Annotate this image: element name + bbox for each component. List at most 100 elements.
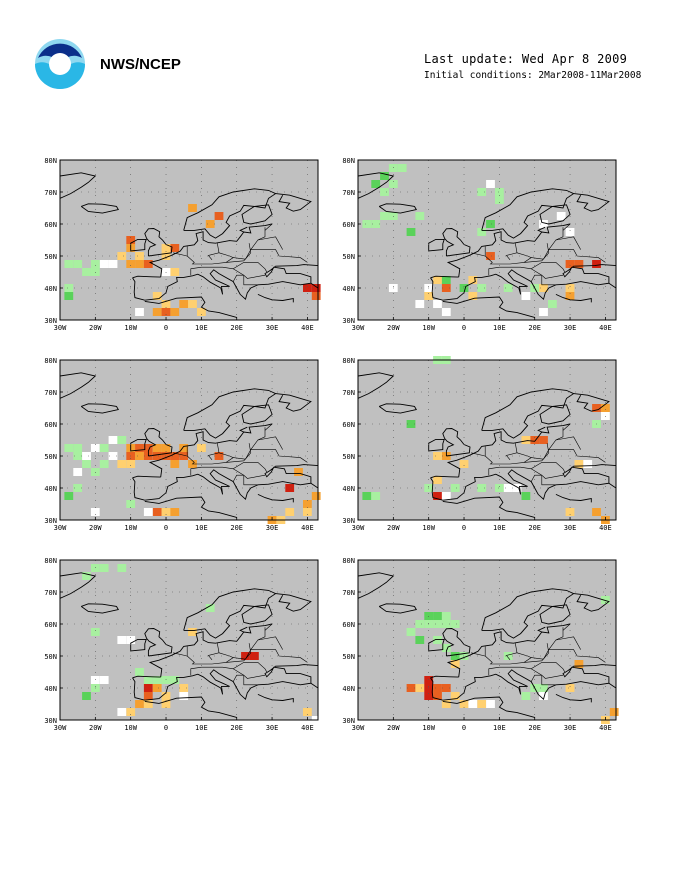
anomaly-cell (108, 436, 118, 444)
anomaly-cell (521, 692, 531, 700)
anomaly-cell (468, 276, 478, 284)
country-border (505, 443, 518, 460)
anomaly-cell (82, 268, 91, 276)
anomaly-cell (90, 260, 100, 268)
latitude-label: 70N (342, 189, 355, 197)
latitude-label: 70N (342, 389, 355, 397)
country-border (530, 674, 542, 682)
country-border (225, 257, 246, 263)
coastline (275, 393, 312, 412)
anomaly-cell (415, 212, 425, 220)
coastline (148, 423, 273, 478)
anomaly-cell (415, 636, 425, 644)
anomaly-cell (539, 436, 548, 444)
coastline (608, 482, 616, 489)
coastline (132, 475, 161, 479)
latitude-label: 30N (342, 517, 355, 525)
country-border (207, 643, 220, 660)
latitude-label: 70N (44, 389, 57, 397)
anomaly-cell (574, 660, 584, 668)
coastline (442, 296, 535, 318)
anomaly-cell (441, 620, 451, 628)
coastline (442, 228, 471, 257)
anomaly-cell (380, 188, 389, 196)
coastline (130, 638, 147, 652)
coastline (573, 593, 610, 612)
anomaly-cell (424, 692, 434, 700)
coastlines (358, 572, 616, 718)
coastline (555, 693, 592, 703)
anomaly-cell (73, 484, 83, 492)
latitude-label: 70N (44, 189, 57, 197)
anomaly-cell (388, 180, 398, 188)
latitude-label: 30N (342, 317, 355, 325)
anomaly-cell (311, 284, 321, 292)
anomaly-cell (583, 460, 593, 468)
coastline (358, 372, 395, 399)
anomaly-cell (371, 492, 381, 500)
anomaly-cell (135, 308, 144, 316)
longitude-label: 20W (387, 524, 400, 532)
anomaly-cell (170, 308, 180, 316)
country-border (548, 427, 564, 450)
anomaly-cell (450, 484, 460, 492)
longitude-label: 10W (422, 324, 435, 332)
latitude-label: 60N (44, 221, 57, 229)
anomaly-cell (459, 460, 469, 468)
country-border (190, 466, 266, 479)
country-border (218, 652, 234, 658)
coastline (239, 226, 248, 233)
anomaly-cell (214, 212, 224, 220)
country-border (548, 627, 564, 650)
anomaly-cell (64, 292, 74, 300)
latitude-label: 80N (342, 157, 355, 165)
coastline (539, 604, 571, 625)
anomaly-cell (99, 260, 109, 268)
country-border (516, 452, 532, 458)
anomaly-cell (108, 260, 118, 268)
anomaly-cell (521, 292, 531, 300)
country-border (523, 657, 544, 663)
country-border (531, 662, 566, 673)
graticule (60, 360, 318, 520)
coastlines (60, 572, 318, 718)
initial-conditions: Initial conditions: 2Mar2008-11Mar2008 (424, 70, 642, 81)
longitude-label: 20W (387, 324, 400, 332)
anomaly-cell (135, 252, 144, 260)
anomaly-cell (477, 188, 487, 196)
coastline (378, 603, 417, 614)
coastline (144, 228, 173, 257)
map-panel-5: 80N 70N 60N 50N 40N 30N 30W 20W 10W 0 10E 20E 30E 40E (30, 554, 330, 732)
coastline (60, 172, 97, 199)
anomaly-cell (143, 508, 153, 516)
anomaly-cell (117, 636, 127, 644)
coastline (241, 404, 273, 425)
latitude-label: 30N (342, 717, 355, 725)
coastline (257, 293, 294, 303)
anomaly-cell (64, 260, 74, 268)
anomaly-cell (241, 652, 250, 660)
anomaly-cell (477, 700, 487, 708)
anomaly-cell (574, 260, 584, 268)
anomaly-cell (433, 620, 442, 628)
map-background (60, 360, 318, 520)
latitude-label: 30N (44, 517, 57, 525)
last-update: Last update: Wed Apr 8 2009 (424, 52, 628, 66)
country-border (530, 274, 542, 282)
latitude-label: 80N (44, 157, 57, 165)
coastline (144, 696, 237, 718)
anomaly-cell (143, 684, 153, 692)
country-border (207, 443, 220, 460)
anomaly-cell (486, 700, 495, 708)
anomaly-cell (143, 676, 153, 684)
anomaly-cell (205, 220, 215, 228)
country-border (523, 257, 544, 263)
map-panel-2: 80N 70N 60N 50N 40N 30N 30W 20W 10W 0 10E 20E 30E 40E (328, 154, 628, 332)
anomaly-cell (495, 484, 504, 492)
map-panel-3: 80N 70N 60N 50N 40N 30N 30W 20W 10W 0 10E 20E 30E 40E (30, 354, 330, 532)
anomaly-cell (99, 676, 109, 684)
anomaly-cell (450, 652, 460, 660)
anomaly-cell (170, 508, 180, 516)
latitude-label: 60N (44, 421, 57, 429)
latitude-label: 40N (44, 485, 57, 493)
